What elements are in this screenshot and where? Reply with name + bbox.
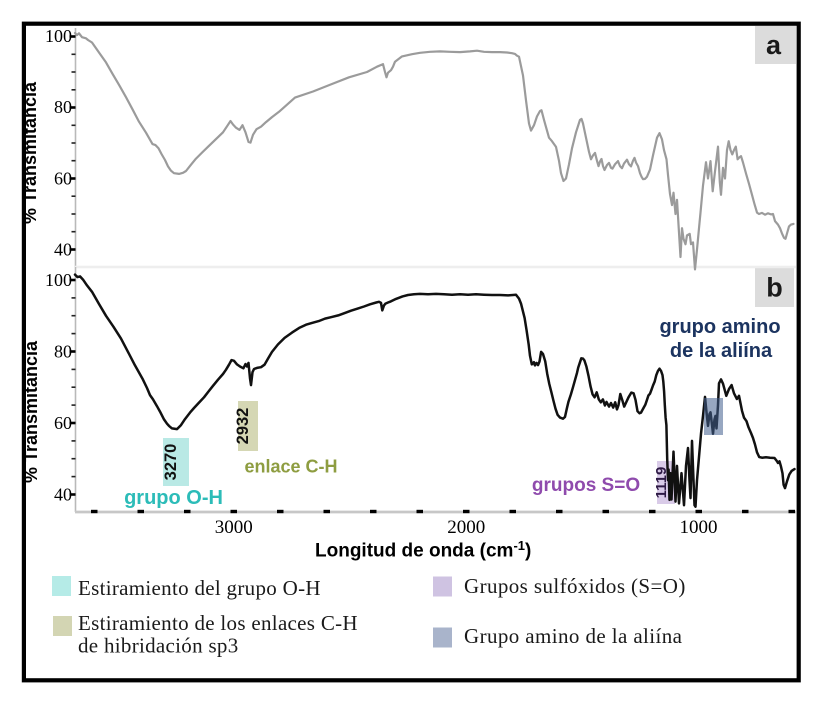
svg-text:a: a: [766, 30, 782, 60]
svg-text:2932: 2932: [234, 408, 252, 445]
svg-text:% Transmitancia: % Transmitancia: [20, 81, 40, 224]
svg-text:grupo amino: grupo amino: [659, 316, 780, 338]
svg-text:Longitud de onda (cm-1): Longitud de onda (cm-1): [315, 538, 531, 562]
svg-text:60: 60: [54, 169, 72, 189]
svg-text:Grupo amino de la aliína: Grupo amino de la aliína: [464, 624, 683, 648]
svg-text:60: 60: [54, 413, 72, 433]
svg-text:grupos S=O: grupos S=O: [532, 475, 640, 496]
svg-text:de la aliína: de la aliína: [670, 340, 773, 362]
svg-text:grupo O-H: grupo O-H: [124, 487, 223, 509]
svg-text:Estiramiento del grupo O-H: Estiramiento del grupo O-H: [78, 576, 321, 600]
svg-text:100: 100: [45, 26, 72, 46]
svg-text:1119: 1119: [653, 467, 670, 499]
svg-text:enlace C-H: enlace C-H: [244, 457, 337, 477]
svg-text:80: 80: [54, 342, 72, 362]
svg-text:40: 40: [54, 485, 72, 505]
svg-text:3000: 3000: [215, 517, 253, 538]
svg-text:b: b: [766, 273, 783, 303]
svg-text:de hibridación sp3: de hibridación sp3: [78, 634, 239, 658]
svg-text:Grupos sulfóxidos (S=O): Grupos sulfóxidos (S=O): [464, 574, 686, 598]
svg-text:2000: 2000: [447, 517, 485, 538]
svg-text:Estiramiento de los enlaces C-: Estiramiento de los enlaces C-H: [78, 611, 358, 635]
svg-text:3270: 3270: [162, 444, 180, 481]
svg-text:100: 100: [45, 270, 72, 290]
svg-text:% Transmitancia: % Transmitancia: [21, 340, 41, 483]
svg-text:1000: 1000: [680, 517, 718, 538]
svg-text:80: 80: [54, 97, 72, 117]
svg-text:40: 40: [54, 240, 72, 260]
